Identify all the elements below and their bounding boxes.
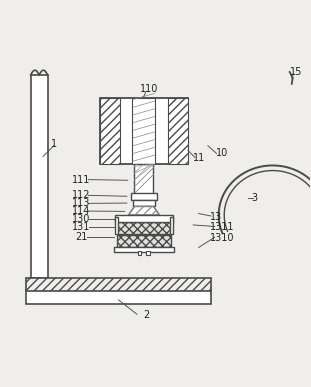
- Bar: [100, 98, 188, 164]
- Bar: [117, 223, 171, 234]
- Text: 1: 1: [51, 139, 57, 149]
- Text: 15: 15: [290, 67, 302, 77]
- Bar: [100, 98, 120, 164]
- Text: 113: 113: [72, 199, 91, 208]
- Bar: [146, 252, 150, 255]
- Bar: [131, 193, 157, 200]
- Text: 2: 2: [143, 310, 149, 320]
- Text: 3: 3: [251, 193, 257, 203]
- Bar: [31, 75, 48, 278]
- Text: 13: 13: [210, 212, 222, 222]
- Bar: [132, 98, 156, 164]
- Text: 130: 130: [72, 214, 91, 224]
- Text: 11: 11: [193, 153, 205, 163]
- Bar: [170, 217, 173, 234]
- Text: 131: 131: [72, 223, 91, 233]
- Text: 1310: 1310: [211, 233, 235, 243]
- Bar: [168, 98, 188, 164]
- Text: 114: 114: [72, 206, 91, 216]
- Text: 10: 10: [216, 149, 228, 158]
- Polygon shape: [128, 206, 159, 215]
- Text: 112: 112: [72, 190, 91, 200]
- Bar: [114, 247, 174, 252]
- Text: 21: 21: [75, 232, 88, 241]
- Bar: [26, 277, 211, 291]
- Text: 110: 110: [140, 84, 158, 94]
- Bar: [117, 235, 171, 247]
- Bar: [133, 200, 155, 206]
- Bar: [134, 164, 154, 194]
- Text: 1311: 1311: [211, 223, 235, 233]
- Bar: [115, 215, 173, 222]
- Bar: [114, 217, 118, 234]
- Bar: [26, 289, 211, 305]
- Bar: [138, 252, 142, 255]
- Text: 111: 111: [72, 175, 91, 185]
